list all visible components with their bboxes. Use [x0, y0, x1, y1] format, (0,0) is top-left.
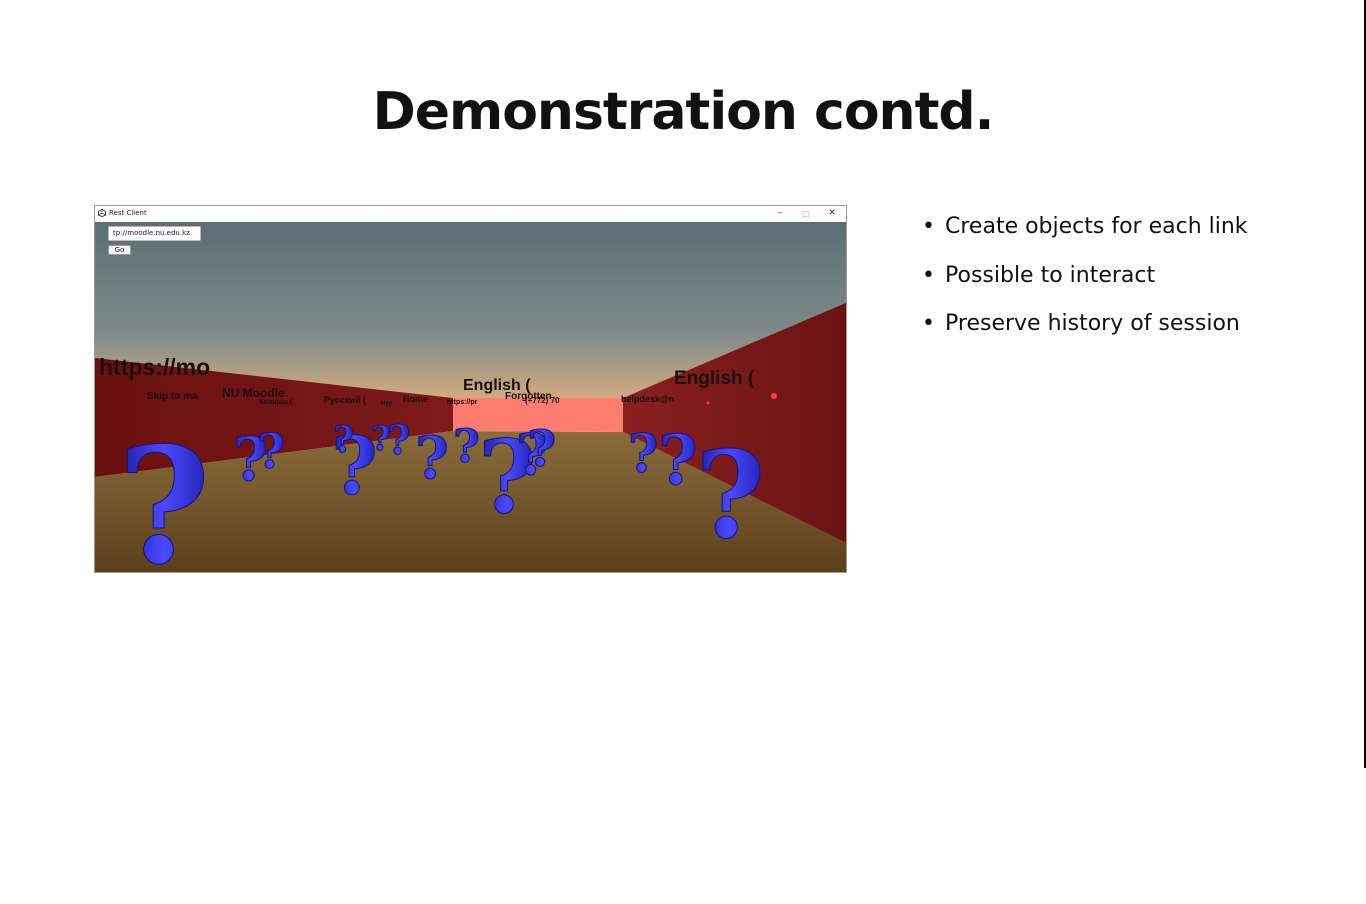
question-mark-icon[interactable]: ?	[233, 425, 269, 496]
left-wall	[95, 358, 453, 477]
bullet-text: Create objects for each link	[945, 214, 1248, 239]
link-label: Русский (	[324, 395, 366, 405]
minimize-button[interactable]: –	[777, 208, 783, 218]
question-mark-icon[interactable]: ?	[415, 424, 450, 493]
bullet-item: • Preserve history of session	[920, 311, 1248, 360]
link-label: Home	[403, 394, 428, 404]
question-mark-icon[interactable]: ?	[387, 417, 411, 465]
maximize-button[interactable]: □	[802, 209, 810, 218]
right-wall	[623, 302, 846, 544]
link-objects[interactable]: ???????????????	[117, 412, 766, 573]
link-label: Нұр	[381, 401, 393, 407]
question-mark-icon[interactable]: ?	[658, 421, 699, 502]
window-title: Rest Client	[109, 209, 147, 217]
link-label: English (	[674, 368, 755, 389]
bullet-dot: •	[922, 311, 935, 336]
url-input[interactable]: tp://moodle.nu.edu.kz	[108, 226, 201, 241]
bullet-item: • Create objects for each link	[920, 214, 1248, 263]
link-label: (+772) 70	[525, 396, 560, 405]
link-label: helpdesk@n	[621, 394, 674, 404]
bullet-text: Possible to interact	[945, 262, 1156, 288]
question-mark-icon[interactable]: ?	[527, 419, 557, 479]
question-mark-icon[interactable]: ?	[331, 419, 379, 514]
question-mark-icon[interactable]: ?	[478, 418, 538, 537]
link-label: Skip to ma	[147, 391, 198, 402]
link-label: NU Moodle	[222, 386, 285, 400]
link-label: Казақша (	[259, 399, 293, 406]
go-button[interactable]: Go	[108, 245, 131, 255]
light-spot	[706, 401, 710, 405]
floor	[95, 431, 846, 572]
question-mark-icon[interactable]: ?	[516, 422, 550, 489]
slide-title: Demonstration contd.	[372, 82, 995, 142]
link-label: https://pr	[447, 399, 478, 406]
question-mark-icon[interactable]: ?	[628, 424, 659, 486]
slide-right-edge	[1364, 0, 1366, 768]
bullet-list: • Create objects for each link • Possible …	[920, 214, 1248, 360]
question-mark-icon[interactable]: ?	[453, 419, 481, 474]
close-button[interactable]: ✕	[828, 208, 836, 218]
question-mark-icon[interactable]: ?	[117, 412, 212, 573]
bullet-dot: •	[922, 262, 935, 288]
3d-viewport[interactable]: https://mo Skip to ma NU Moodle Казақша ( Ру…	[95, 222, 847, 573]
bullet-item: • Possible to interact	[920, 263, 1248, 312]
bullet-dot: •	[922, 214, 935, 239]
unity-icon	[98, 209, 106, 217]
back-wall	[453, 398, 623, 432]
window-titlebar[interactable]: Rest Client – □ ✕	[95, 206, 846, 222]
bullet-text: Preserve history of session	[945, 311, 1240, 336]
link-label: Forgotten	[505, 391, 552, 402]
question-mark-icon[interactable]: ?	[257, 424, 286, 481]
link-label: English (	[463, 377, 531, 394]
link-label: https://mo	[99, 354, 210, 380]
question-mark-icon[interactable]: ?	[333, 419, 355, 462]
question-mark-icon[interactable]: ?	[371, 419, 392, 460]
question-mark-icon[interactable]: ?	[695, 425, 766, 567]
light-spot	[771, 393, 777, 399]
app-window: Rest Client – □ ✕	[94, 205, 847, 573]
